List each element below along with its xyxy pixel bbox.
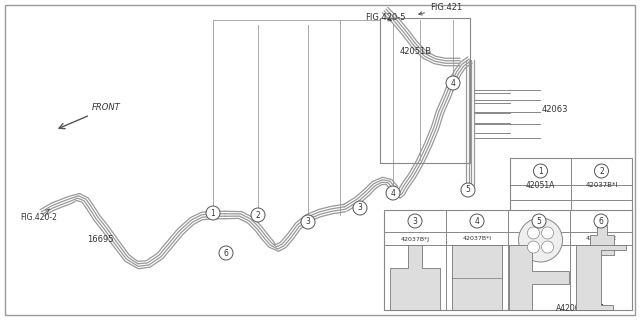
Text: 6: 6 xyxy=(598,217,604,226)
Text: 1: 1 xyxy=(538,166,543,175)
Polygon shape xyxy=(452,245,502,310)
Text: 2: 2 xyxy=(255,211,260,220)
Text: 42063: 42063 xyxy=(542,106,568,115)
Text: FIG.420-2: FIG.420-2 xyxy=(20,209,57,222)
Circle shape xyxy=(470,214,484,228)
Text: 42037B*J: 42037B*J xyxy=(401,236,429,242)
Circle shape xyxy=(518,218,563,262)
Text: 1: 1 xyxy=(211,209,216,218)
Circle shape xyxy=(532,214,546,228)
Circle shape xyxy=(594,214,608,228)
Text: 42051B: 42051B xyxy=(400,47,432,57)
Bar xyxy=(510,158,632,280)
Text: 3: 3 xyxy=(358,204,362,212)
Circle shape xyxy=(595,164,609,178)
Text: 4: 4 xyxy=(451,78,456,87)
Circle shape xyxy=(408,214,422,228)
Text: A420001617: A420001617 xyxy=(556,304,604,313)
Circle shape xyxy=(446,76,460,90)
Text: 3: 3 xyxy=(413,217,417,226)
Text: 42051A: 42051A xyxy=(526,180,555,189)
Polygon shape xyxy=(509,245,569,310)
Polygon shape xyxy=(390,245,440,310)
Circle shape xyxy=(301,215,315,229)
Text: 6: 6 xyxy=(223,249,228,258)
Text: 4: 4 xyxy=(475,217,479,226)
Bar xyxy=(380,18,470,163)
Text: FIG.421: FIG.421 xyxy=(419,4,462,15)
Circle shape xyxy=(541,241,554,253)
Text: FRONT: FRONT xyxy=(92,103,121,112)
Text: 42037B*I: 42037B*I xyxy=(586,182,618,188)
Text: FIG.420-5: FIG.420-5 xyxy=(365,13,406,22)
Circle shape xyxy=(206,206,220,220)
Text: 42037B*F: 42037B*F xyxy=(524,236,554,242)
Circle shape xyxy=(527,227,540,239)
Circle shape xyxy=(251,208,265,222)
Text: 4: 4 xyxy=(390,188,396,197)
Circle shape xyxy=(386,186,400,200)
Circle shape xyxy=(527,241,540,253)
Text: 16695: 16695 xyxy=(87,236,113,244)
Polygon shape xyxy=(589,225,614,255)
Circle shape xyxy=(541,227,554,239)
Text: 2: 2 xyxy=(599,166,604,175)
Text: 42037B*I: 42037B*I xyxy=(463,236,492,242)
Polygon shape xyxy=(576,245,626,310)
Bar xyxy=(384,210,632,310)
Circle shape xyxy=(534,164,547,178)
Text: 5: 5 xyxy=(465,186,470,195)
Text: 42037B*E: 42037B*E xyxy=(586,236,616,242)
Circle shape xyxy=(219,246,233,260)
Text: 3: 3 xyxy=(305,218,310,227)
Circle shape xyxy=(461,183,475,197)
Circle shape xyxy=(353,201,367,215)
Text: 5: 5 xyxy=(536,217,541,226)
